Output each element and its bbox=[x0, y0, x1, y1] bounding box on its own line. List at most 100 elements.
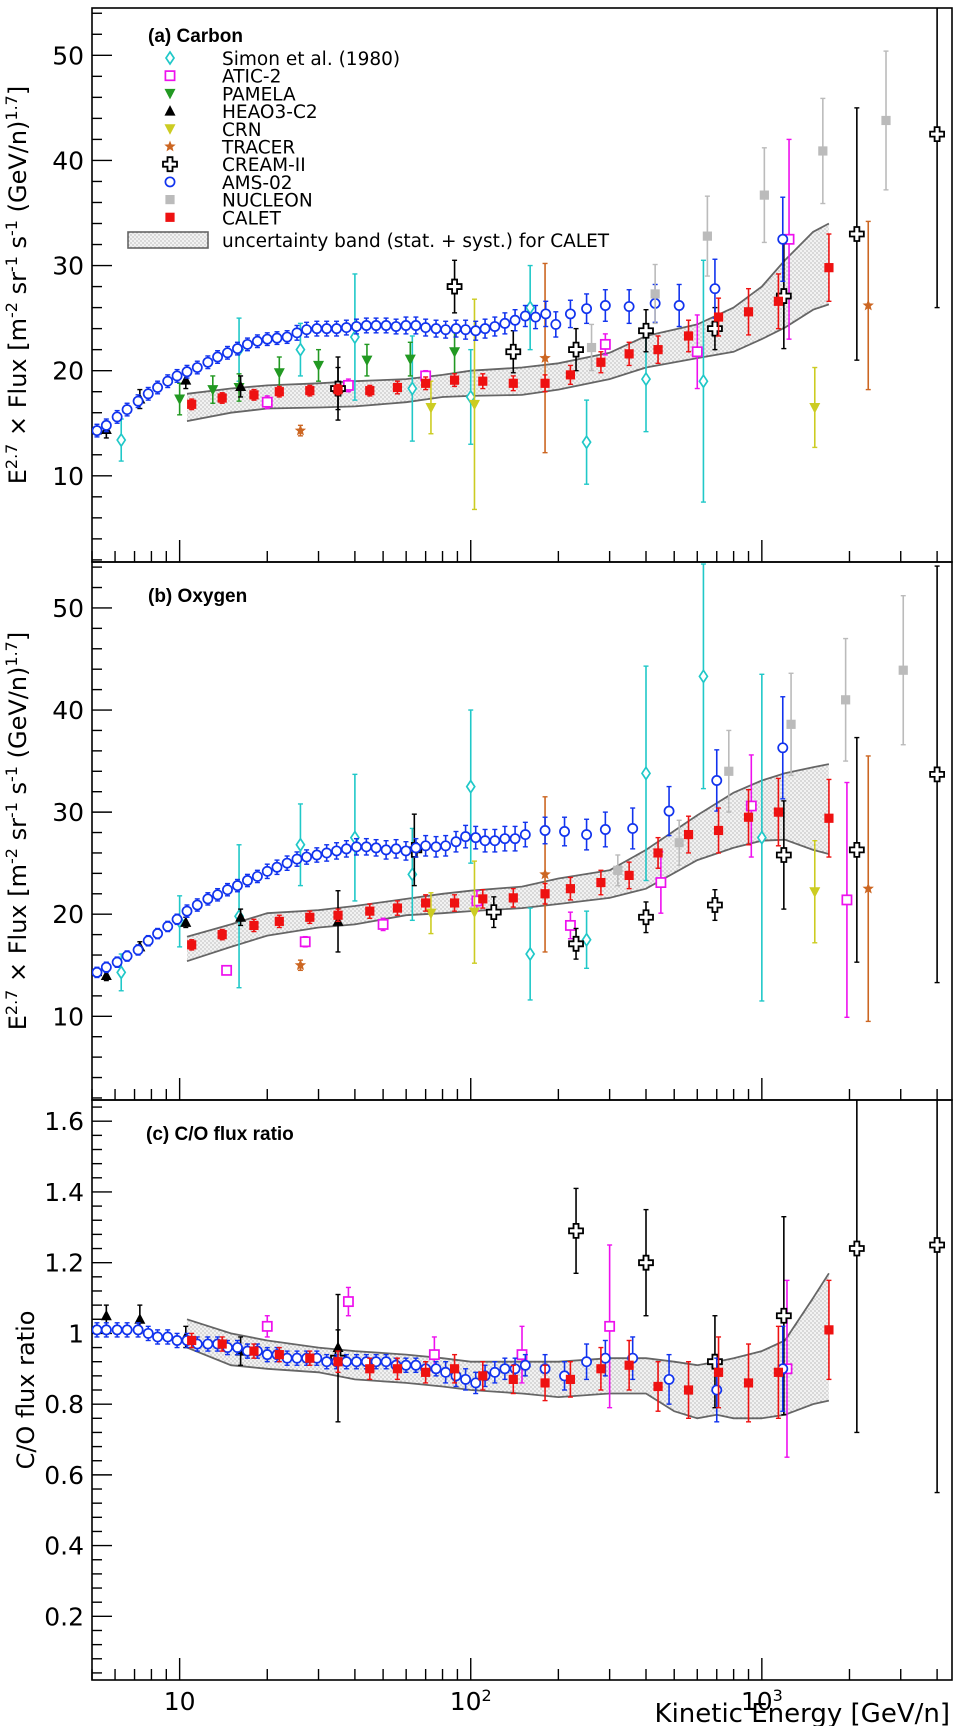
series-nucleon bbox=[586, 50, 891, 372]
simon-et-al-1980-point bbox=[640, 765, 652, 781]
ams-02-point bbox=[599, 824, 611, 835]
calet-point bbox=[449, 375, 460, 385]
calet-band-lower-edge bbox=[186, 838, 830, 963]
ams-02-point bbox=[460, 1373, 472, 1385]
nucleon-point bbox=[613, 865, 623, 875]
ams-02-point bbox=[202, 893, 214, 905]
cream-ii-point bbox=[568, 935, 584, 952]
ams-02-point bbox=[540, 308, 552, 320]
ams-02-point bbox=[181, 905, 193, 917]
series-nucleon bbox=[613, 594, 908, 887]
simon-et-al-1980-point bbox=[465, 779, 476, 795]
ams-02-point bbox=[380, 844, 392, 856]
nucleon-point bbox=[759, 190, 769, 200]
calet-point bbox=[683, 331, 694, 341]
series-atic-2 bbox=[261, 138, 795, 410]
heao3-c2-point bbox=[180, 916, 192, 927]
ams-02-point bbox=[132, 1324, 144, 1336]
ams-02-point bbox=[281, 331, 293, 343]
ams-02-point bbox=[202, 356, 214, 368]
ams-02-point bbox=[400, 320, 412, 331]
simon-et-al-1980-point bbox=[295, 342, 306, 358]
y-tick-label: 20 bbox=[52, 900, 84, 929]
calet-point bbox=[773, 1367, 784, 1377]
calet-point bbox=[713, 312, 724, 322]
series-calet bbox=[187, 1279, 834, 1423]
ams-02-point bbox=[311, 849, 323, 861]
calet-point bbox=[743, 307, 754, 317]
ams-02-point bbox=[212, 351, 224, 363]
ams-02-point bbox=[440, 840, 452, 852]
legend-marker bbox=[165, 212, 175, 222]
x-axis-label: Kinetic Energy [GeV/n] bbox=[655, 1699, 950, 1726]
legend-marker bbox=[164, 105, 176, 116]
calet-point bbox=[624, 1360, 634, 1370]
simon-et-al-1980-point bbox=[581, 932, 592, 948]
ams-02-point bbox=[519, 1359, 531, 1371]
series-cream-ii bbox=[406, 565, 946, 984]
pamela-point bbox=[449, 347, 461, 358]
series-tracer bbox=[294, 220, 874, 454]
ams-02-point bbox=[470, 832, 482, 844]
ams-02-point bbox=[400, 1359, 412, 1371]
calet-point bbox=[187, 399, 197, 409]
ams-02-point bbox=[331, 323, 343, 335]
calet-point bbox=[478, 1371, 488, 1381]
ams-02-point bbox=[291, 327, 303, 339]
ams-02-point bbox=[420, 840, 432, 852]
panel-title: (a) Carbon bbox=[148, 26, 243, 47]
y-tick-label: 0.2 bbox=[44, 1602, 84, 1631]
calet-point bbox=[773, 807, 784, 817]
panel-0-series bbox=[92, 8, 946, 511]
calet-point bbox=[540, 378, 550, 388]
ams-02-point bbox=[430, 841, 442, 853]
calet-point bbox=[305, 912, 315, 922]
y-tick-label: 50 bbox=[52, 41, 84, 70]
ams-02-point bbox=[152, 1331, 164, 1343]
ams-02-point bbox=[581, 829, 593, 841]
nucleon-point bbox=[724, 766, 734, 776]
simon-et-al-1980-point bbox=[581, 434, 592, 450]
calet-point bbox=[773, 296, 784, 306]
ams-02-point bbox=[152, 382, 164, 393]
calet-point bbox=[421, 378, 431, 388]
ams-02-point bbox=[709, 283, 721, 295]
calet-point bbox=[824, 263, 834, 273]
simon-et-al-1980-point bbox=[698, 373, 709, 389]
nucleon-point bbox=[898, 665, 908, 675]
legend-label: ATIC-2 bbox=[222, 67, 281, 88]
x-tick-label: 10 bbox=[164, 1687, 196, 1716]
ams-02-point bbox=[360, 320, 372, 331]
calet-point bbox=[187, 1335, 197, 1346]
calet-point bbox=[653, 345, 663, 355]
ams-02-point bbox=[132, 944, 144, 956]
ams-02-point bbox=[222, 884, 233, 896]
ams-02-point bbox=[232, 1342, 243, 1354]
ams-02-point bbox=[470, 1377, 482, 1389]
calet-point bbox=[449, 898, 460, 908]
legend-item-cream-ii: CREAM-II bbox=[162, 155, 306, 176]
ams-02-point bbox=[450, 323, 462, 335]
calet-point bbox=[508, 378, 518, 388]
calet-point bbox=[596, 877, 606, 888]
calet-point bbox=[392, 1364, 403, 1374]
ams-02-point bbox=[121, 1324, 133, 1336]
calet-point bbox=[274, 387, 284, 397]
ams-02-point bbox=[191, 899, 203, 911]
calet-point bbox=[305, 1353, 315, 1363]
cream-ii-point bbox=[638, 322, 654, 339]
ams-02-point bbox=[142, 388, 154, 400]
y-axis-label: E2.7 × Flux [m-2 sr-1 s-1 (GeV/n)1.7] bbox=[2, 632, 32, 1031]
cream-ii-point bbox=[568, 341, 584, 358]
cream-ii-point bbox=[638, 909, 654, 926]
ams-02-point bbox=[390, 321, 402, 332]
atic-2-point bbox=[691, 346, 703, 358]
legend-item-calet: CALET bbox=[165, 208, 282, 229]
y-tick-label: 0.4 bbox=[44, 1532, 84, 1561]
legend-label: NUCLEON bbox=[222, 191, 313, 212]
ams-02-point bbox=[430, 1363, 442, 1375]
ams-02-point bbox=[261, 865, 273, 877]
crn-point bbox=[809, 402, 821, 414]
y-tick-label: 40 bbox=[52, 696, 84, 725]
